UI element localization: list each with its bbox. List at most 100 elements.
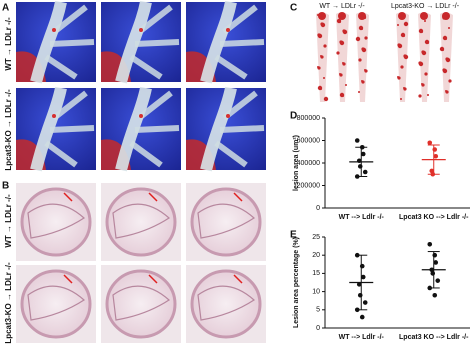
y-axis-label: lesion area (um²) (293, 135, 300, 191)
aorta (355, 12, 369, 103)
y-tick-label: 0 (316, 205, 320, 212)
stain (336, 18, 342, 24)
stain (418, 94, 422, 98)
panel-letter: A (2, 3, 9, 14)
stain (448, 27, 450, 29)
stain (364, 36, 368, 40)
x-tick-label: Lpcat3 KO --> Ldlr -/- (399, 214, 469, 221)
stain (339, 73, 341, 75)
stain (358, 12, 366, 20)
panel-letter: B (2, 181, 9, 192)
stain (397, 24, 399, 26)
artery (20, 269, 92, 339)
stain (345, 84, 347, 86)
vessel (115, 86, 152, 172)
x-tick-label: Lpcat3 KO --> Ldlr -/- (399, 334, 469, 341)
lesion (226, 114, 230, 118)
vessel (214, 90, 265, 168)
vessel (214, 4, 265, 80)
panel-letter: D (290, 111, 297, 122)
stain (320, 55, 322, 57)
stain (400, 32, 406, 38)
data-point (359, 263, 365, 269)
stain (338, 12, 346, 20)
vessel (30, 0, 67, 84)
stain (442, 12, 450, 20)
data-point (427, 140, 433, 146)
y-tick-label: 15 (312, 270, 320, 277)
row-label: Lpcat3-KO → LDLr -/- (4, 89, 13, 171)
x-tick-label: WT --> Ldlr -/- (339, 334, 385, 341)
data-point (357, 292, 363, 298)
vessel (44, 90, 95, 168)
stain (442, 35, 448, 41)
arrow (233, 192, 243, 202)
panel-letter: C (290, 3, 297, 14)
stain (427, 94, 429, 96)
stain (355, 36, 361, 42)
plaque (197, 203, 255, 239)
stain (364, 69, 366, 71)
aorta-body (418, 12, 431, 103)
stain (323, 96, 329, 102)
plaque (27, 203, 85, 239)
artery (190, 187, 262, 257)
data-point (432, 292, 438, 298)
vessel (115, 0, 152, 84)
plaque (197, 285, 255, 321)
vessel (30, 86, 67, 172)
stain (445, 57, 449, 61)
stain (317, 33, 321, 37)
y-tick-label: 20 (312, 252, 320, 259)
arrow (148, 274, 158, 284)
arrow (63, 274, 73, 284)
data-point (360, 274, 366, 280)
lesion (226, 28, 230, 32)
y-tick-label: 0 (316, 325, 320, 332)
vessel (200, 0, 237, 84)
photo (186, 183, 266, 261)
stain (421, 50, 425, 54)
data-point (357, 164, 363, 169)
photo (16, 183, 96, 261)
arrow (148, 192, 158, 202)
stain (358, 91, 360, 93)
vessel (44, 4, 95, 80)
data-point (362, 169, 368, 175)
stain (418, 61, 422, 65)
stain (439, 46, 445, 52)
stain (317, 85, 323, 91)
aorta-body (440, 12, 453, 103)
photo (16, 0, 96, 84)
y-tick-label: 200000 (297, 182, 320, 189)
photo (186, 265, 266, 343)
stain (339, 92, 345, 98)
vessel (129, 90, 180, 168)
aorta (316, 12, 329, 103)
stain (424, 39, 430, 45)
stain (317, 66, 319, 68)
aorta (439, 12, 453, 103)
photo (16, 86, 96, 172)
y-tick-label: 5 (316, 307, 320, 314)
photo (101, 265, 181, 343)
stain (361, 47, 365, 51)
data-point (433, 260, 439, 265)
lesion (139, 28, 143, 32)
data-point (356, 282, 362, 287)
stain (424, 72, 428, 76)
artery (105, 269, 177, 339)
group-label: WT → LDLr -/- (319, 3, 365, 10)
stain (424, 20, 426, 22)
plaque (112, 285, 170, 321)
stain (400, 98, 402, 100)
lesion (139, 114, 143, 118)
aorta (418, 12, 431, 103)
photo (101, 0, 181, 84)
y-axis-label: Lesion area percentage (%) (293, 237, 300, 328)
stain (418, 28, 424, 34)
y-tick-label: 600000 (297, 137, 320, 144)
stain (403, 54, 407, 58)
data-point (360, 151, 366, 157)
